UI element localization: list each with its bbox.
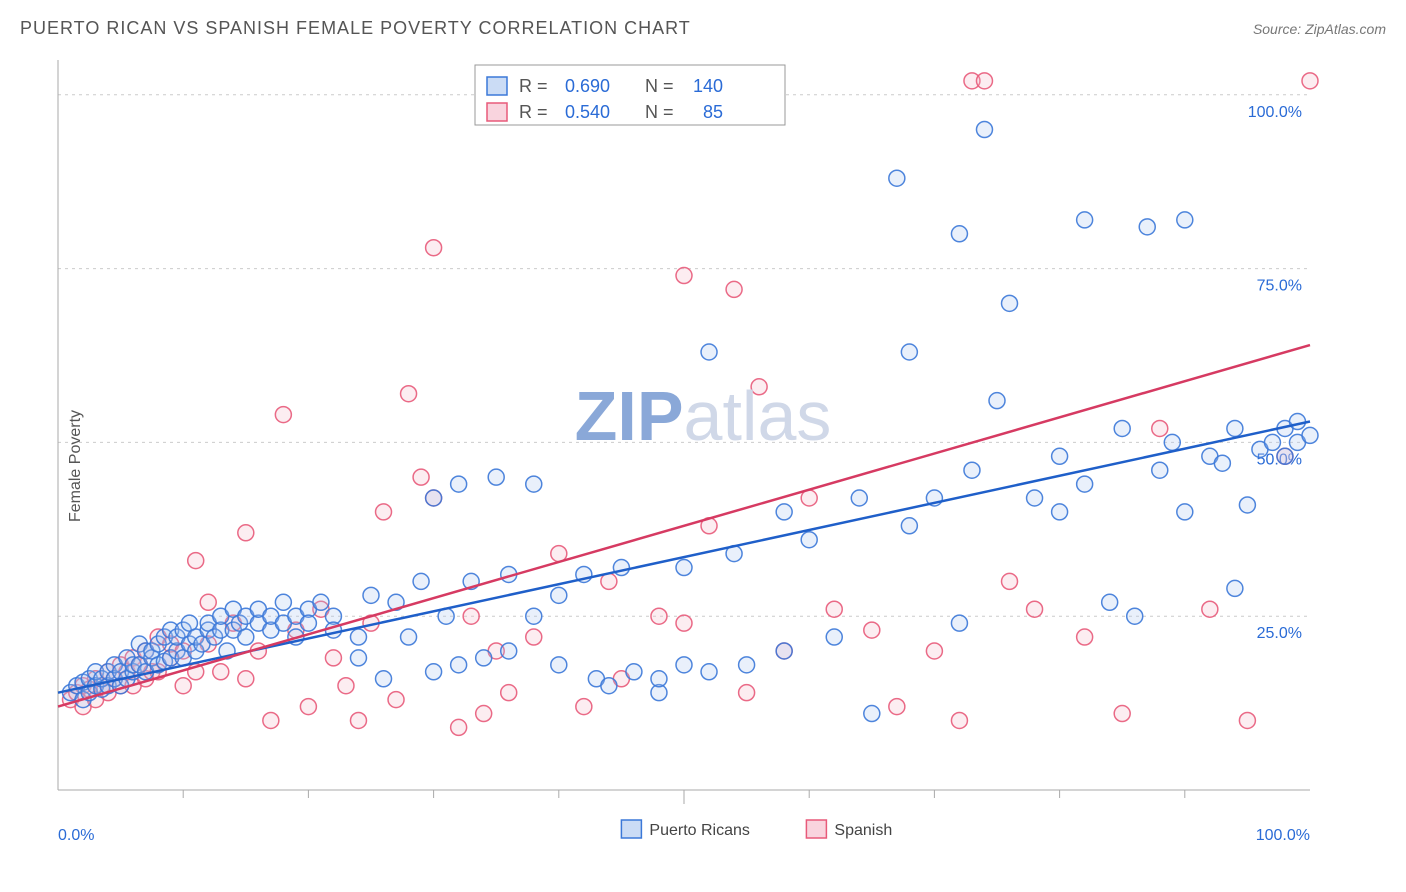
svg-text:Puerto Ricans: Puerto Ricans bbox=[649, 822, 750, 839]
svg-text:0.690: 0.690 bbox=[565, 76, 610, 96]
svg-text:R =: R = bbox=[519, 76, 548, 96]
header-row: PUERTO RICAN VS SPANISH FEMALE POVERTY C… bbox=[20, 18, 1386, 39]
svg-text:Spanish: Spanish bbox=[834, 822, 892, 839]
svg-text:N =: N = bbox=[645, 102, 674, 122]
svg-text:140: 140 bbox=[693, 76, 723, 96]
chart-container: Female Poverty ZIPatlas 25.0%50.0%75.0%1… bbox=[20, 50, 1386, 882]
svg-text:100.0%: 100.0% bbox=[1248, 104, 1302, 121]
svg-text:100.0%: 100.0% bbox=[1256, 827, 1310, 844]
svg-text:0.540: 0.540 bbox=[565, 102, 610, 122]
chart-title: PUERTO RICAN VS SPANISH FEMALE POVERTY C… bbox=[20, 18, 691, 39]
scatter-chart: 25.0%50.0%75.0%100.0%0.0%100.0%R =0.690N… bbox=[20, 50, 1330, 880]
svg-text:N =: N = bbox=[645, 76, 674, 96]
svg-text:25.0%: 25.0% bbox=[1257, 625, 1302, 642]
source-label: Source: ZipAtlas.com bbox=[1253, 21, 1386, 37]
svg-text:85: 85 bbox=[693, 102, 723, 122]
svg-text:75.0%: 75.0% bbox=[1257, 278, 1302, 295]
y-axis-label: Female Poverty bbox=[67, 410, 85, 522]
svg-text:0.0%: 0.0% bbox=[58, 827, 94, 844]
svg-text:R =: R = bbox=[519, 102, 548, 122]
